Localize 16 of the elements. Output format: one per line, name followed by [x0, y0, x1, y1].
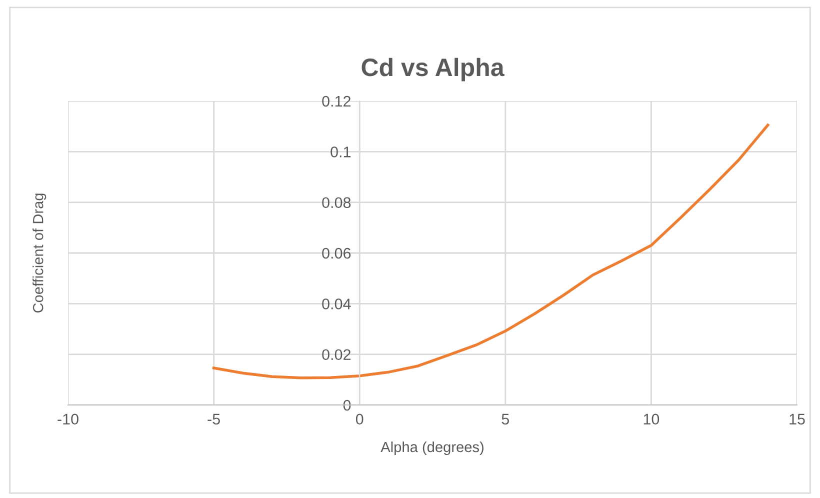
x-axis-title: Alpha (degrees) — [380, 441, 484, 456]
x-tick-label: 0 — [356, 414, 364, 425]
x-tick-label: -10 — [58, 414, 78, 425]
x-tick-label: 5 — [502, 414, 510, 425]
x-tick-label: -5 — [208, 414, 220, 425]
line-series — [212, 124, 770, 380]
y-tick-label: 0.04 — [322, 298, 351, 310]
chart-title: Cd vs Alpha — [362, 58, 504, 82]
x-tick-label: 10 — [644, 414, 660, 425]
y-axis-title: Coefficient of Drag — [32, 194, 46, 313]
y-tick-label: 0.08 — [322, 197, 351, 208]
y-tick-label: 0.12 — [322, 96, 350, 107]
x-tick-label: 15 — [790, 414, 805, 425]
y-tick-label: 0.1 — [330, 146, 351, 158]
y-tick-label: 0.02 — [322, 349, 350, 360]
y-tick-label: 0.06 — [322, 248, 351, 259]
